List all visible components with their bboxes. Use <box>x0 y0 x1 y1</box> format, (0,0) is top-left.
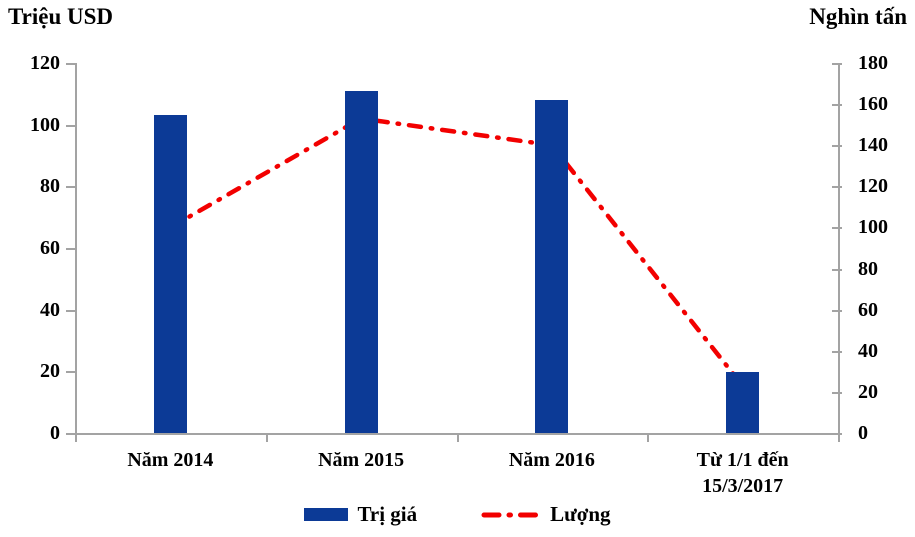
legend-item-tri-gia: Trị giá <box>304 502 417 527</box>
left-axis-tick-label: 0 <box>50 422 60 444</box>
x-axis-tick <box>75 433 77 442</box>
right-axis-tick-label: 20 <box>858 380 878 403</box>
x-axis-category-label: Từ 1/1 đến 15/3/2017 <box>696 449 789 497</box>
right-axis-tick-label: 180 <box>858 52 888 74</box>
right-axis-tick <box>832 268 842 271</box>
right-axis-tick <box>832 309 842 312</box>
bar-tri-gia <box>153 115 187 433</box>
right-axis-line <box>838 63 840 433</box>
left-axis-tick-label: 60 <box>40 237 60 259</box>
x-axis-tick <box>265 433 268 442</box>
right-axis-tick <box>832 186 842 189</box>
left-axis-tick <box>66 371 75 374</box>
right-axis-tick-label: 160 <box>858 93 888 116</box>
line-series-luong <box>168 116 745 388</box>
legend-label-luong: Lượng <box>550 502 611 526</box>
left-axis-tick-label: 20 <box>40 360 60 383</box>
left-axis-tick-label: 100 <box>30 113 60 136</box>
left-axis-tick <box>66 433 75 435</box>
left-axis-tick <box>66 124 75 127</box>
right-axis-tick-label: 80 <box>858 257 878 280</box>
right-axis-tick-label: 100 <box>858 216 888 239</box>
bar-tri-gia <box>726 372 760 433</box>
right-axis-tick-label: 40 <box>858 339 878 362</box>
left-axis-line <box>75 63 77 433</box>
legend-label-tri-gia: Trị giá <box>357 502 418 526</box>
left-axis-tick <box>66 248 75 250</box>
right-axis-tick <box>832 104 842 107</box>
right-axis-tick-label: 0 <box>858 422 868 444</box>
x-axis-tick <box>456 433 459 442</box>
right-axis-tick-label: 140 <box>858 134 888 157</box>
x-axis-category-label: Năm 2016 <box>508 449 595 471</box>
right-axis-tick <box>832 433 842 435</box>
right-axis-tick <box>832 145 842 148</box>
left-axis-title: Triệu USD <box>8 4 113 29</box>
right-axis-tick <box>832 227 842 230</box>
left-axis-tick-label: 40 <box>40 298 60 321</box>
x-axis-tick <box>838 433 840 442</box>
line-series-marker-icon <box>481 512 541 517</box>
x-axis-category-label: Năm 2015 <box>318 449 405 471</box>
left-axis-tick <box>66 186 75 189</box>
right-axis-tick <box>832 350 842 353</box>
x-axis-tick <box>647 433 650 442</box>
bar-series-swatch-icon <box>304 508 349 521</box>
left-axis-tick-label: 80 <box>40 175 60 198</box>
x-axis-category-label: Năm 2014 <box>127 449 214 471</box>
right-axis-tick <box>832 63 842 65</box>
left-axis-tick <box>66 63 75 65</box>
legend-item-luong: Lượng <box>481 502 611 527</box>
right-axis-tick-label: 120 <box>858 175 888 198</box>
right-axis-tick <box>832 391 842 394</box>
bar-tri-gia <box>344 90 378 433</box>
left-axis-tick <box>66 309 75 312</box>
legend: Trị giá Lượng <box>0 502 915 527</box>
left-axis-tick-label: 120 <box>30 52 60 74</box>
right-axis-tick-label: 60 <box>858 298 878 321</box>
bar-tri-gia <box>535 100 569 433</box>
right-axis-title: Nghìn tấn <box>809 4 907 29</box>
